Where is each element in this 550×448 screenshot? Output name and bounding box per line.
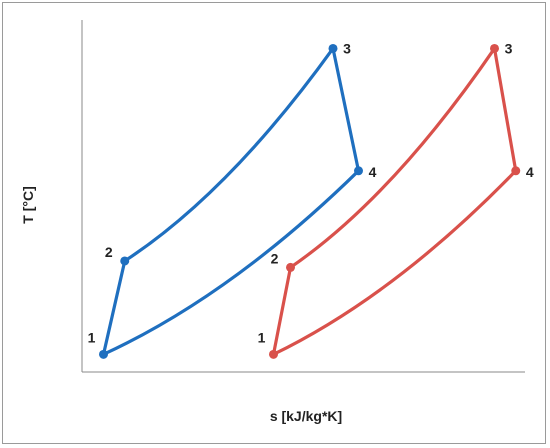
x-axis-label: s [kJ/kg*K] (270, 408, 342, 424)
series-1-label-1: 1 (88, 329, 96, 345)
series-2-label-2: 2 (271, 250, 279, 266)
series-1-label-3: 3 (343, 40, 351, 56)
series-layer: 1 2 3 4 1 2 3 4 (88, 40, 534, 359)
series-2-point-2 (286, 262, 295, 272)
series-1-point-4 (354, 166, 363, 176)
chart-frame (2, 2, 546, 444)
series-1-point-2 (120, 256, 130, 266)
series-2-point-3 (490, 43, 499, 53)
series-1-label-4: 4 (369, 164, 377, 180)
axes (81, 20, 525, 373)
series-line-2 (271, 46, 518, 356)
y-axis-label: T [°C] (20, 186, 36, 223)
series-1-label-2: 2 (105, 244, 113, 260)
series-2-label-4: 4 (526, 164, 534, 180)
series-2-label-1: 1 (258, 329, 266, 345)
series-line-1 (101, 46, 361, 356)
series-1-point-3 (328, 43, 338, 53)
series-2-label-3: 3 (505, 40, 513, 56)
series-2-point-1 (269, 349, 278, 359)
series-1-point-1 (99, 349, 108, 359)
series-2-point-4 (511, 166, 521, 176)
